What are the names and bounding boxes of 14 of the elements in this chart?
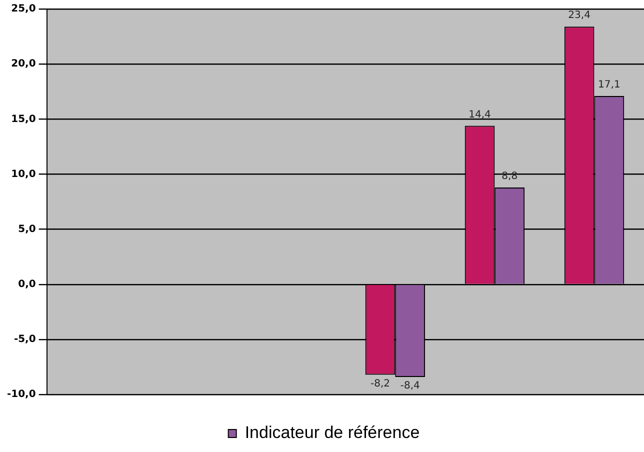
y-tick-label: 15,0 (11, 114, 36, 125)
y-tick-label: 20,0 (11, 58, 36, 70)
y-tick-label: 5,0 (18, 224, 36, 235)
y-tick-label: 0,0 (18, 279, 36, 290)
y-tick-label: 10,0 (11, 168, 36, 180)
data-label: -8,4 (400, 380, 420, 392)
data-label: 14,4 (468, 109, 491, 120)
data-label: -8,2 (370, 378, 390, 390)
y-tick-label: 25,0 (11, 4, 36, 15)
y-tick-label: -5,0 (14, 334, 36, 346)
legend-label: Indicateur de référence (244, 423, 420, 442)
data-label: 23,4 (568, 10, 590, 22)
data-label: 17,1 (598, 80, 620, 91)
y-tick-label: -10,0 (6, 389, 36, 400)
